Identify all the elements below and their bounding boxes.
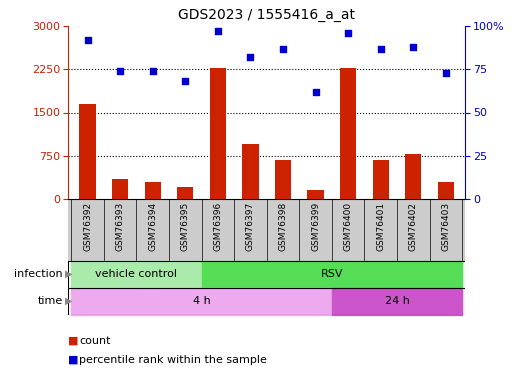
Point xyxy=(442,70,450,76)
Text: GSM76395: GSM76395 xyxy=(181,202,190,251)
Title: GDS2023 / 1555416_a_at: GDS2023 / 1555416_a_at xyxy=(178,9,355,22)
Point xyxy=(181,78,189,84)
Text: ■: ■ xyxy=(68,355,78,364)
Text: GSM76403: GSM76403 xyxy=(441,202,450,251)
Bar xyxy=(308,190,324,199)
Point xyxy=(311,89,320,95)
Text: GSM76397: GSM76397 xyxy=(246,202,255,251)
Bar xyxy=(177,187,194,199)
Text: 24 h: 24 h xyxy=(384,296,410,306)
Bar xyxy=(242,144,258,199)
Bar xyxy=(340,68,356,199)
Text: ▶: ▶ xyxy=(65,269,73,279)
Point xyxy=(149,68,157,74)
Text: vehicle control: vehicle control xyxy=(95,269,177,279)
Point xyxy=(377,46,385,52)
Bar xyxy=(71,288,332,315)
Text: RSV: RSV xyxy=(321,269,343,279)
Text: count: count xyxy=(79,336,111,346)
Text: infection: infection xyxy=(14,269,63,279)
Point xyxy=(246,54,255,60)
Text: GSM76393: GSM76393 xyxy=(116,202,124,251)
Point xyxy=(279,46,287,52)
Bar xyxy=(71,261,201,288)
Point xyxy=(214,28,222,34)
Text: GSM76392: GSM76392 xyxy=(83,202,92,251)
Bar xyxy=(144,182,161,199)
Bar xyxy=(405,154,422,199)
Text: GSM76396: GSM76396 xyxy=(213,202,222,251)
Bar xyxy=(372,160,389,199)
Text: ▶: ▶ xyxy=(65,296,73,306)
Text: ■: ■ xyxy=(68,336,78,346)
Text: GSM76394: GSM76394 xyxy=(148,202,157,251)
Bar xyxy=(112,178,128,199)
Point xyxy=(83,37,92,43)
Text: GSM76398: GSM76398 xyxy=(279,202,288,251)
Bar xyxy=(275,160,291,199)
Text: GSM76401: GSM76401 xyxy=(376,202,385,251)
Text: GSM76400: GSM76400 xyxy=(344,202,353,251)
Text: GSM76399: GSM76399 xyxy=(311,202,320,251)
Text: time: time xyxy=(38,296,63,306)
Text: 4 h: 4 h xyxy=(192,296,210,306)
Text: GSM76402: GSM76402 xyxy=(409,202,418,251)
Bar xyxy=(201,261,462,288)
Bar xyxy=(79,104,96,199)
Point xyxy=(409,44,417,50)
Point xyxy=(344,30,353,36)
Bar xyxy=(332,288,462,315)
Bar xyxy=(210,68,226,199)
Point xyxy=(116,68,124,74)
Bar xyxy=(438,182,454,199)
Text: percentile rank within the sample: percentile rank within the sample xyxy=(79,355,267,364)
